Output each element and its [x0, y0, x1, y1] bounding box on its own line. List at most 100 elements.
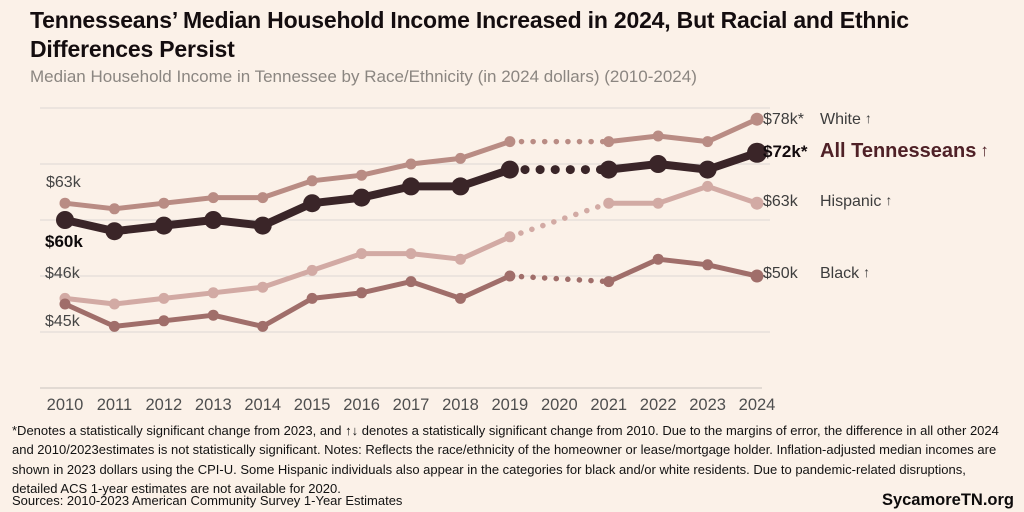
start-label-all-tennesseans: $60k — [45, 232, 83, 251]
point-all-2017 — [402, 177, 421, 196]
x-tick-2022: 2022 — [640, 396, 677, 414]
sources-row: Sources: 2010-2023 American Community Su… — [12, 491, 1014, 510]
point-white-2010 — [59, 197, 71, 209]
point-all-2011 — [105, 222, 124, 241]
point-black-2022 — [652, 253, 664, 265]
series-line-black — [606, 256, 760, 285]
series-line-hisp — [62, 234, 513, 307]
up-arrow-icon: ↑ — [863, 264, 871, 280]
point-hisp-2023 — [702, 180, 714, 192]
point-black-2011 — [108, 320, 120, 332]
series-line-all — [604, 148, 762, 174]
x-tick-2021: 2021 — [590, 396, 627, 414]
x-tick-2018: 2018 — [442, 396, 479, 414]
series-label-black: Black — [820, 265, 860, 282]
up-arrow-icon: ↑ — [980, 141, 989, 160]
legend-row-black: $50k Black ↑ — [763, 264, 871, 283]
point-black-2021 — [603, 276, 615, 288]
series-line-hisp — [606, 183, 760, 206]
point-black-2016 — [356, 287, 368, 299]
series-label-white: White — [820, 111, 861, 128]
point-black-2010 — [59, 298, 71, 310]
page-title: Tennesseans’ Median Household Income Inc… — [30, 7, 909, 62]
x-tick-2016: 2016 — [343, 396, 380, 414]
series-line-black — [62, 273, 513, 329]
point-white-2016 — [356, 169, 368, 181]
series-label-hispanic: Hispanic — [820, 193, 882, 210]
point-hisp-2024 — [750, 196, 764, 210]
point-hisp-2021 — [603, 197, 615, 209]
point-all-2016 — [352, 188, 371, 207]
point-black-2023 — [702, 259, 714, 271]
up-arrow-icon: ↑ — [885, 192, 893, 208]
point-hisp-2013 — [207, 287, 219, 299]
x-tick-2015: 2015 — [294, 396, 331, 414]
start-label-black: $45k — [45, 313, 80, 330]
up-arrow-icon: ↑ — [864, 110, 872, 126]
end-value-hispanic: $63k — [763, 193, 798, 210]
legend-row-white: $78k* White ↑ — [763, 110, 872, 129]
point-white-2011 — [108, 203, 120, 215]
point-black-2015 — [306, 292, 318, 304]
point-white-2023 — [702, 136, 714, 148]
series-line-white — [62, 139, 513, 212]
point-white-2024 — [750, 112, 764, 126]
x-tick-2024: 2024 — [739, 396, 776, 414]
end-value-white: $78k* — [763, 111, 804, 128]
x-tick-2011: 2011 — [97, 396, 132, 414]
x-tick-2012: 2012 — [146, 396, 183, 414]
start-label-hispanic: $46k — [45, 265, 80, 282]
point-all-2018 — [451, 177, 470, 196]
point-hisp-2014 — [257, 281, 269, 293]
point-white-2015 — [306, 175, 318, 187]
series-gap-dotted-black — [507, 273, 612, 285]
point-white-2012 — [158, 197, 170, 209]
point-all-2023 — [698, 160, 717, 179]
point-hisp-2022 — [652, 197, 664, 209]
point-white-2021 — [603, 136, 615, 148]
point-black-2017 — [405, 276, 417, 288]
end-value-black: $50k — [763, 265, 798, 282]
point-white-2017 — [405, 158, 417, 170]
x-tick-2019: 2019 — [492, 396, 529, 414]
point-hisp-2017 — [405, 248, 417, 260]
point-black-2014 — [257, 320, 269, 332]
legend-row-hispanic: $63k Hispanic ↑ — [763, 192, 893, 211]
point-white-2018 — [454, 152, 466, 164]
start-label-white: $63k — [46, 174, 81, 191]
point-all-2012 — [154, 216, 173, 235]
point-hisp-2012 — [158, 292, 170, 304]
sources-text: Sources: 2010-2023 American Community Su… — [12, 493, 403, 508]
point-all-2013 — [204, 211, 223, 229]
x-tick-2017: 2017 — [393, 396, 430, 414]
series-label-all-tennesseans: All Tennesseans — [820, 140, 977, 162]
series-line-all — [61, 165, 514, 236]
x-tick-2020: 2020 — [541, 396, 578, 414]
point-black-2018 — [454, 292, 466, 304]
point-black-2024 — [750, 269, 764, 283]
point-all-2015 — [303, 194, 322, 213]
point-white-2022 — [652, 130, 664, 142]
point-white-2013 — [207, 192, 219, 204]
point-black-2012 — [158, 315, 170, 327]
x-tick-2010: 2010 — [47, 396, 84, 414]
footnote-text: *Denotes a statistically significant cha… — [12, 423, 999, 496]
point-white-2014 — [257, 192, 269, 204]
point-hisp-2011 — [108, 298, 120, 310]
point-black-2013 — [207, 309, 219, 321]
x-tick-2014: 2014 — [244, 396, 281, 414]
point-all-2021 — [599, 160, 618, 179]
point-hisp-2016 — [356, 248, 368, 260]
series-line-white — [606, 116, 760, 145]
point-hisp-2018 — [454, 253, 466, 265]
point-all-2024 — [747, 142, 768, 163]
chart-subtitle: Median Household Income in Tennessee by … — [30, 67, 697, 86]
point-hisp-2015 — [306, 264, 318, 276]
point-all-2022 — [649, 155, 668, 173]
end-value-all-tennesseans: $72k* — [763, 142, 808, 161]
point-all-2010 — [56, 211, 74, 229]
legend-row-all-tennesseans: $72k* All Tennesseans ↑ — [763, 140, 989, 163]
x-tick-2023: 2023 — [689, 396, 726, 414]
point-all-2014 — [253, 216, 272, 235]
